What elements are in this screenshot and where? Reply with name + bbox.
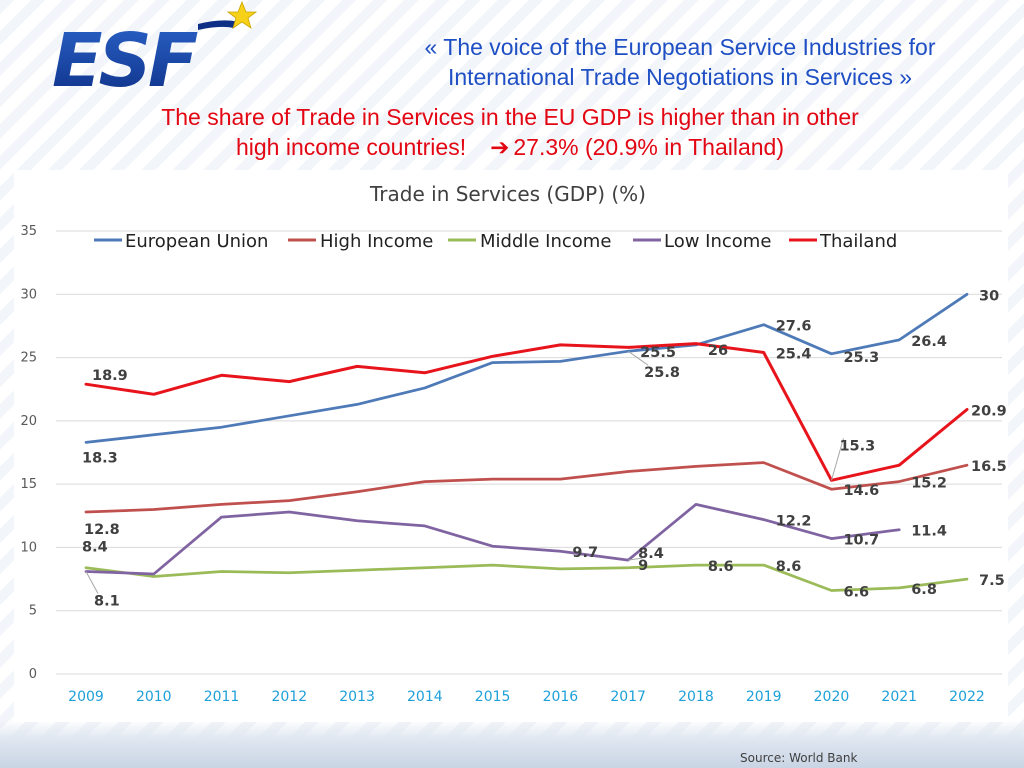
y-tick-35: 35 <box>20 224 37 239</box>
data-label-21: 9.7 <box>572 545 598 561</box>
x-tick-2017: 2017 <box>610 689 646 705</box>
data-label-7: 26 <box>708 343 728 359</box>
label-leader-6 <box>627 350 649 366</box>
data-labels: 18.9 18.3 12.8 8.4 8.1 25.5 25.8 26 27.6 25.4 25.3… <box>82 288 1007 609</box>
y-tick-10: 10 <box>20 540 37 555</box>
series-line-thailand <box>84 342 969 482</box>
data-label-27: 6.8 <box>911 582 937 598</box>
x-tick-2009: 2009 <box>68 689 104 705</box>
x-tick-2022: 2022 <box>949 689 985 705</box>
data-label-13: 20.9 <box>971 403 1007 419</box>
data-label-19: 10.7 <box>843 533 879 549</box>
data-label-16: 14.6 <box>843 483 879 499</box>
y-tick-30: 30 <box>20 287 37 302</box>
data-label-0: 18.9 <box>92 368 128 384</box>
x-tick-2016: 2016 <box>543 689 579 705</box>
label-leader-4 <box>85 571 99 594</box>
data-label-24: 8.6 <box>708 559 734 575</box>
series-line-middle-income <box>84 563 969 592</box>
data-label-9: 25.4 <box>776 347 812 363</box>
label-leader-15 <box>830 438 844 481</box>
legend-label-low-income: Low Income <box>664 231 771 252</box>
data-label-22: 8.4 <box>638 546 664 562</box>
headline-part-a: high income countries! <box>235 134 467 160</box>
data-label-17: 15.2 <box>911 476 947 492</box>
data-label-8: 27.6 <box>776 319 812 335</box>
y-tick-25: 25 <box>20 351 37 366</box>
label-leader-23 <box>628 557 643 561</box>
x-tick-2020: 2020 <box>814 689 850 705</box>
x-tick-2014: 2014 <box>407 689 443 705</box>
tagline-line-1: « The voice of the European Service Indu… <box>424 34 936 60</box>
x-tick-2011: 2011 <box>204 689 240 705</box>
star-icon <box>226 0 258 29</box>
y-tick-20: 20 <box>20 414 37 429</box>
arrow-right-icon: ➔ <box>490 134 510 160</box>
y-tick-5: 5 <box>29 604 37 619</box>
x-axis-ticks: 2009 2010 2011 2012 2013 2014 2015 2016 2017 2018… <box>68 689 985 705</box>
series-line-low-income <box>84 503 901 576</box>
x-tick-2021: 2021 <box>881 689 917 705</box>
data-label-20: 11.4 <box>911 524 947 540</box>
data-label-4: 8.1 <box>94 593 120 609</box>
data-label-5: 25.5 <box>640 345 676 361</box>
legend: European Union High Income Middle Income Lo… <box>94 231 897 252</box>
chart-title: Trade in Services (GDP) (%) <box>369 182 646 206</box>
data-label-1: 18.3 <box>82 450 118 466</box>
legend-label-middle-income: Middle Income <box>480 231 611 252</box>
headline-line-2: high income countries! ➔ 27.3% (20.9% in T… <box>40 132 980 162</box>
data-label-2: 12.8 <box>84 522 120 538</box>
headline-line-1: The share of Trade in Services in the EU… <box>161 104 859 130</box>
tagline: « The voice of the European Service Indu… <box>360 32 1000 92</box>
data-label-6: 25.8 <box>644 365 680 381</box>
x-tick-2019: 2019 <box>746 689 782 705</box>
tagline-line-2: International Trade Negotiations in Serv… <box>447 64 913 90</box>
data-label-26: 6.6 <box>843 584 869 600</box>
data-label-14: 16.5 <box>971 459 1007 475</box>
data-label-10: 25.3 <box>843 350 879 366</box>
legend-label-thailand: Thailand <box>819 231 897 252</box>
data-label-18: 12.2 <box>776 514 812 530</box>
data-label-25: 8.6 <box>776 559 802 575</box>
series-line-european-union <box>84 292 969 444</box>
source-note: Source: World Bank <box>740 751 858 765</box>
x-tick-2015: 2015 <box>475 689 511 705</box>
data-label-11: 26.4 <box>911 334 947 350</box>
data-label-15: 15.3 <box>839 438 875 454</box>
x-tick-2013: 2013 <box>339 689 375 705</box>
x-tick-2018: 2018 <box>678 689 714 705</box>
logo-swoosh <box>198 20 238 30</box>
data-label-23: 9 <box>638 558 648 574</box>
legend-label-european-union: European Union <box>125 231 268 252</box>
y-tick-0: 0 <box>29 667 37 682</box>
gridlines <box>56 230 1002 675</box>
chart-panel <box>14 170 1008 722</box>
x-tick-2010: 2010 <box>136 689 172 705</box>
series-lines <box>84 292 969 592</box>
y-tick-15: 15 <box>20 477 37 492</box>
x-tick-2012: 2012 <box>271 689 307 705</box>
legend-label-high-income: High Income <box>320 231 433 252</box>
headline-part-b: 27.3% (20.9% in Thailand) <box>513 134 785 160</box>
esf-logo: ESF <box>52 0 258 92</box>
logo-wordmark: ESF <box>52 18 198 92</box>
y-axis-ticks: 0 5 10 15 20 25 30 35 <box>20 224 37 682</box>
headline: The share of Trade in Services in the EU… <box>40 102 980 162</box>
data-label-3: 8.4 <box>82 540 108 556</box>
series-line-high-income <box>84 461 969 514</box>
data-label-12: 30 <box>979 288 999 304</box>
data-label-28: 7.5 <box>979 573 1005 589</box>
